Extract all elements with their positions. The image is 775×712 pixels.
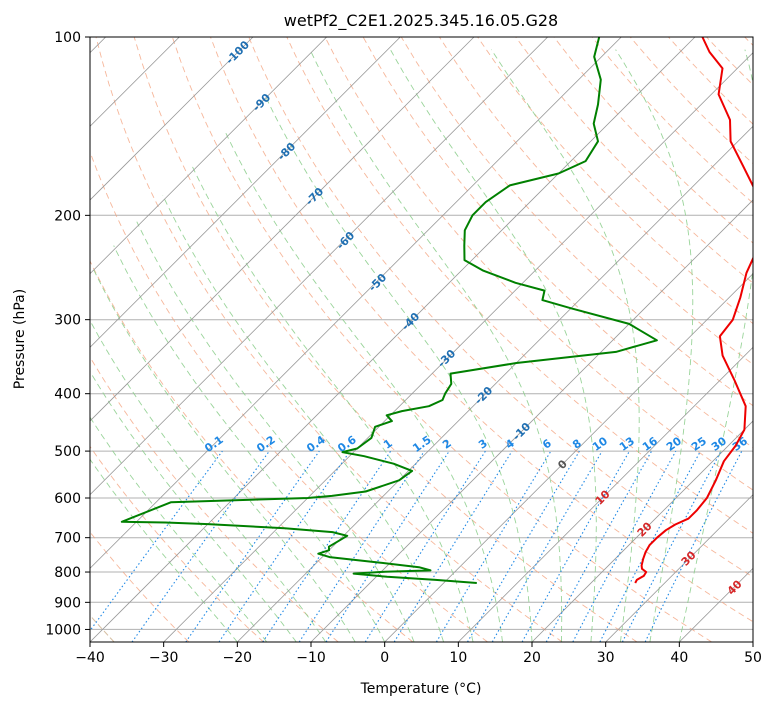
y-tick-label: 800	[54, 565, 81, 581]
mixing-ratio-label: 0.4	[304, 433, 328, 455]
mixing-ratio-line	[573, 451, 676, 642]
plot-frame	[90, 37, 753, 642]
dry-adiabat	[668, 37, 775, 642]
y-tick-label: 200	[54, 208, 81, 224]
mixing-ratio-line	[299, 451, 424, 642]
isotherm-label: 0	[555, 457, 570, 472]
x-tick-label: −40	[75, 650, 105, 666]
y-tick-label: 600	[54, 491, 81, 507]
x-tick-label: −30	[149, 650, 179, 666]
moist-adiabat	[55, 307, 296, 643]
moist-adiabat	[265, 94, 532, 642]
y-tick-label: 400	[54, 387, 81, 403]
y-tick-label: 100	[54, 30, 81, 46]
isotherm-line	[164, 37, 769, 642]
dry-adiabat	[58, 37, 488, 642]
isotherm-line	[311, 37, 775, 642]
y-tick-label: 1000	[45, 622, 81, 638]
isotherm-line	[0, 37, 400, 642]
isotherm-line	[458, 37, 775, 642]
isotherm-line	[753, 37, 775, 642]
isotherm-line	[90, 37, 695, 642]
dry-adiabat	[0, 37, 189, 642]
mixing-ratio-label: 3	[476, 437, 490, 452]
y-tick-label: 900	[54, 595, 81, 611]
mixing-ratio-line	[600, 451, 701, 642]
isotherm-line	[0, 37, 253, 642]
isotherm-line	[0, 37, 327, 642]
x-tick-label: 10	[449, 650, 467, 666]
x-tick-label: −10	[296, 650, 326, 666]
mixing-ratio-label: 1	[381, 437, 395, 452]
dry-adiabat	[20, 37, 413, 642]
isotherm-label: -60	[334, 229, 357, 252]
isotherm-line	[16, 37, 621, 642]
moist-adiabat	[390, 50, 596, 642]
x-tick-label: 0	[380, 650, 389, 666]
isotherm-line	[385, 37, 775, 642]
x-tick-label: 20	[523, 650, 541, 666]
isotherm-line	[0, 37, 548, 642]
mixing-ratio-label: 8	[570, 437, 584, 452]
y-tick-label: 700	[54, 531, 81, 547]
dry-adiabat	[554, 37, 775, 642]
mixing-ratio-line	[522, 451, 629, 642]
mixing-ratio-line	[546, 451, 651, 642]
isotherm-label: -80	[275, 140, 298, 163]
x-tick-label: 40	[670, 650, 688, 666]
y-axis-label: Pressure (hPa)	[12, 289, 28, 389]
x-tick-label: 50	[744, 650, 762, 666]
isotherm-line	[237, 37, 775, 642]
dry-adiabat	[592, 37, 775, 642]
mixing-ratio-line	[263, 451, 391, 642]
mixing-ratio-label: 2	[440, 437, 454, 452]
x-tick-label: −20	[223, 650, 253, 666]
y-tick-label: 300	[54, 313, 81, 329]
mixing-ratio-label: 0.2	[254, 433, 277, 455]
dewpoint-line	[122, 37, 657, 583]
isotherm-label: -50	[366, 271, 389, 294]
moist-adiabat	[37, 324, 266, 642]
isotherm-label: 40	[725, 577, 745, 597]
moist-adiabat	[73, 288, 326, 642]
dry-adiabat	[0, 37, 264, 642]
mixing-ratio-line	[365, 451, 485, 642]
dry-adiabat	[745, 37, 775, 642]
mixing-ratio-label: 6	[540, 436, 554, 451]
mixing-ratio-line	[468, 451, 580, 642]
dry-adiabat	[0, 37, 338, 642]
mixing-ratio-line	[82, 451, 223, 642]
sounding-series	[122, 37, 765, 583]
x-tick-label: 30	[597, 650, 615, 666]
moist-adiabats	[20, 50, 760, 642]
dry-adiabat	[707, 37, 775, 642]
mixing-ratio-label: 1.5	[410, 433, 433, 455]
moist-adiabat	[93, 268, 356, 642]
chart-title: wetPf2_C2E1.2025.345.16.05.G28	[284, 11, 558, 31]
y-tick-label: 500	[54, 444, 81, 460]
moist-adiabat	[163, 195, 444, 642]
isotherm-line	[0, 37, 474, 642]
isotherm-label: -90	[250, 91, 273, 114]
isotherm-line	[679, 37, 775, 642]
dry-adiabat	[134, 37, 637, 642]
moist-adiabat	[310, 50, 562, 642]
mixing-ratio-line	[326, 451, 449, 642]
x-axis-label: Temperature (°C)	[360, 681, 482, 697]
